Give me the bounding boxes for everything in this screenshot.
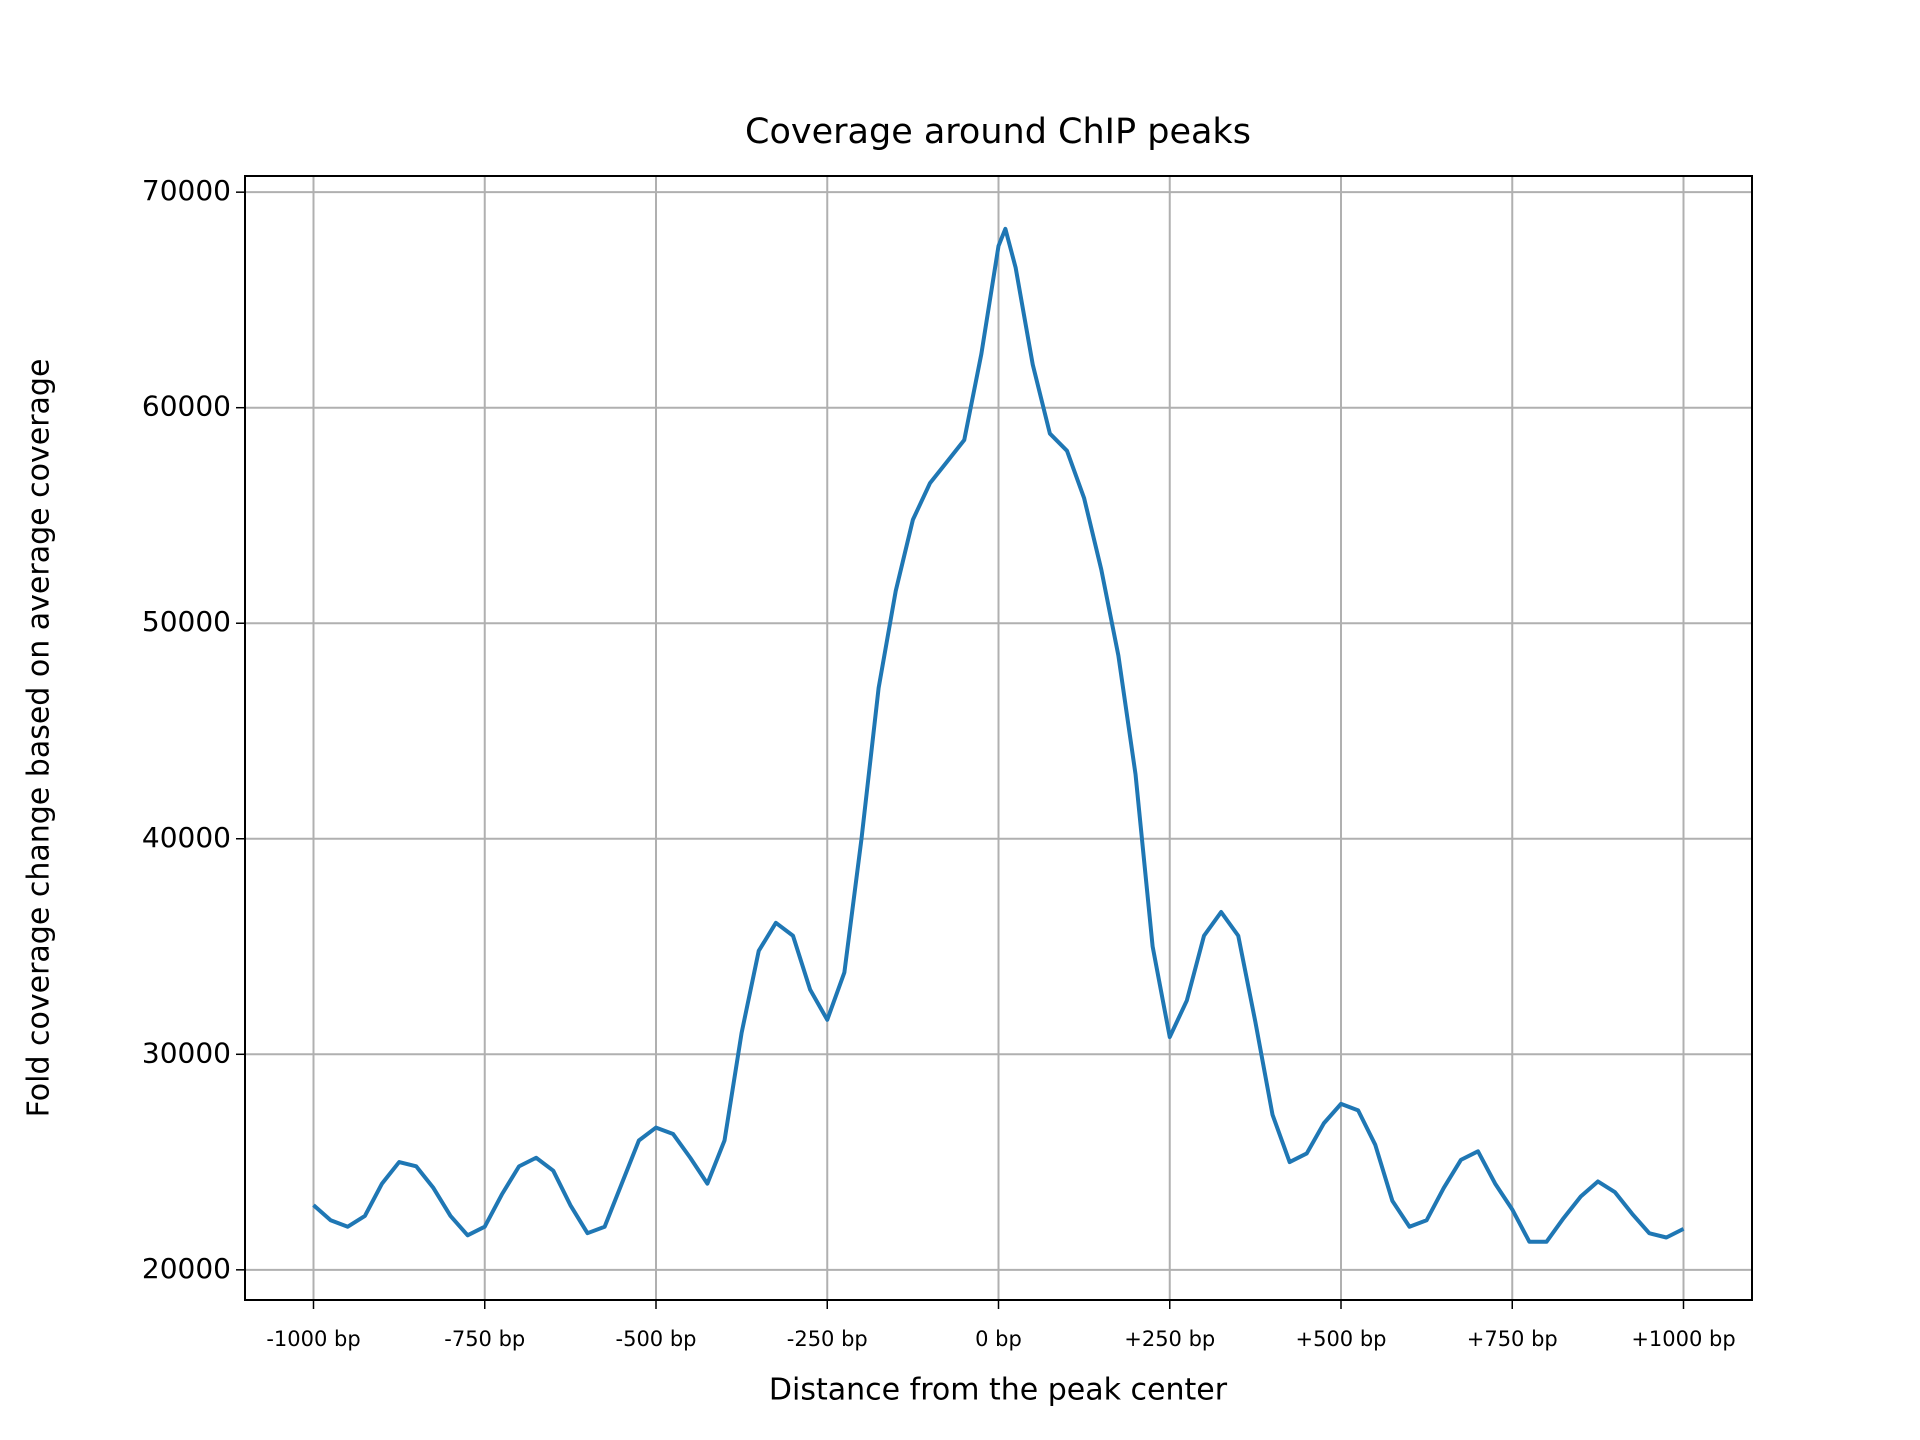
- x-tick-label: -1000 bp: [266, 1327, 360, 1351]
- y-tick-label: 20000: [142, 1252, 231, 1285]
- x-tick-label: +750 bp: [1467, 1327, 1558, 1351]
- y-tick-label: 40000: [142, 821, 231, 854]
- chart-title: Coverage around ChIP peaks: [745, 112, 1251, 152]
- x-tick-label: +250 bp: [1124, 1327, 1215, 1351]
- data-line: [312, 226, 1685, 1244]
- x-axis-label: Distance from the peak center: [769, 1373, 1228, 1408]
- x-tick-label: +500 bp: [1295, 1327, 1386, 1351]
- x-tick-label: +1000 bp: [1631, 1327, 1735, 1351]
- x-tick-label: -500 bp: [616, 1327, 697, 1351]
- x-tick-label: -750 bp: [444, 1327, 525, 1351]
- y-tick-label: 70000: [142, 174, 231, 207]
- x-tick-label: -250 bp: [787, 1327, 868, 1351]
- y-tick-label: 50000: [142, 605, 231, 638]
- plot-frame: [244, 175, 1753, 1301]
- y-tick-label: 60000: [142, 390, 231, 423]
- y-tick-label: 30000: [142, 1036, 231, 1069]
- x-tick-label: 0 bp: [975, 1327, 1022, 1351]
- y-axis-label: Fold coverage change based on average co…: [22, 359, 57, 1118]
